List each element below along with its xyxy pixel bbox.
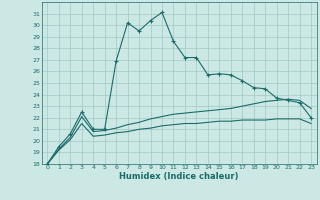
X-axis label: Humidex (Indice chaleur): Humidex (Indice chaleur) [119, 172, 239, 181]
